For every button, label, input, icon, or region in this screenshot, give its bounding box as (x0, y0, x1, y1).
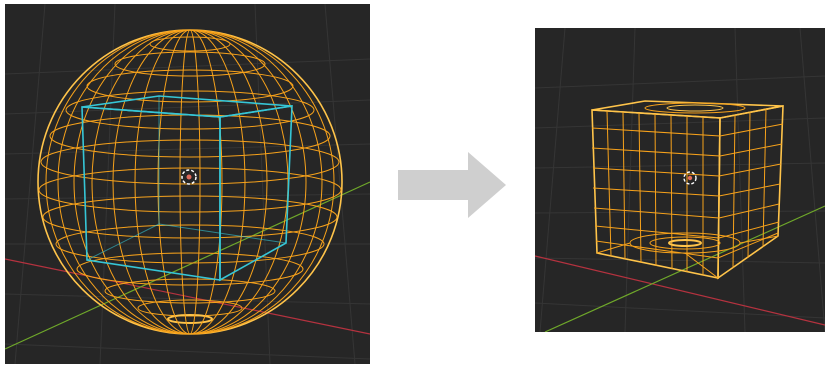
cube-cage (81, 95, 293, 282)
x-axis-line (5, 258, 370, 335)
origin-marker (181, 169, 197, 185)
grid-floor (5, 4, 370, 364)
grid-floor (535, 28, 825, 332)
arrow-right-icon (398, 152, 506, 218)
viewport-before[interactable] (5, 4, 370, 364)
origin-marker (683, 171, 697, 185)
viewport-after[interactable] (535, 28, 825, 332)
viewport-before-canvas (5, 4, 370, 364)
y-axis-line (544, 205, 825, 332)
cube-wireframe (591, 100, 784, 280)
x-axis-line (535, 255, 825, 326)
sphere-wireframe (37, 29, 343, 335)
viewport-after-canvas (535, 28, 825, 332)
y-axis-line (5, 181, 370, 350)
